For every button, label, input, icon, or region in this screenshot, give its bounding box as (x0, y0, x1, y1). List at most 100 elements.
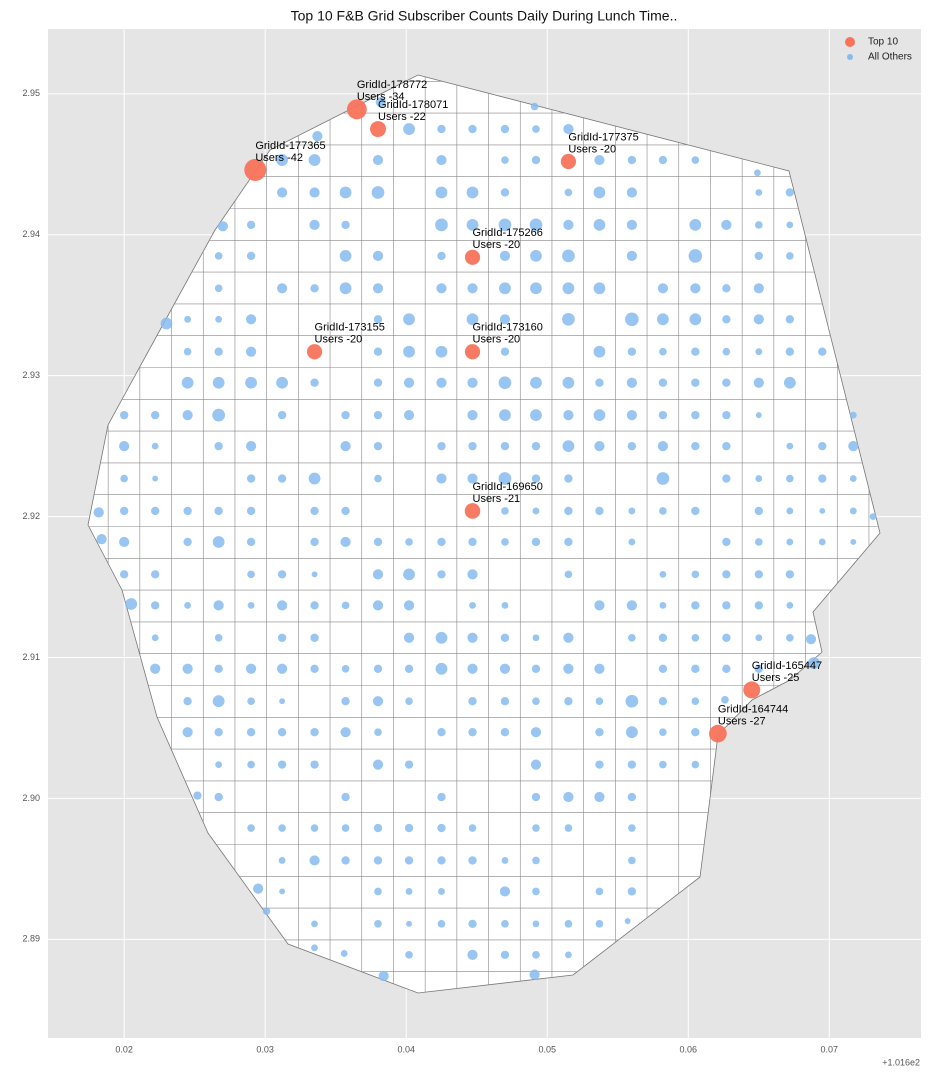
point (403, 377, 415, 388)
point (277, 728, 287, 737)
point (437, 124, 446, 134)
point (374, 728, 382, 737)
point-label: Users -22 (378, 111, 426, 123)
point (691, 441, 700, 451)
point (340, 950, 348, 957)
point (468, 537, 477, 547)
point (375, 97, 386, 108)
point (594, 600, 605, 611)
point (437, 856, 446, 865)
point (183, 537, 192, 547)
point (564, 506, 573, 516)
point (500, 950, 510, 960)
point-label: GridId-169650 (473, 481, 543, 493)
point-label: GridId-178071 (378, 99, 448, 111)
point (373, 410, 383, 420)
point (341, 856, 350, 865)
point (753, 314, 764, 325)
point (691, 664, 700, 673)
point (562, 376, 575, 389)
point (466, 218, 479, 231)
point (308, 154, 321, 166)
point (691, 410, 700, 420)
point (658, 664, 668, 673)
point (722, 284, 731, 293)
point (310, 378, 319, 387)
point (437, 570, 446, 579)
point-label: Users -27 (718, 716, 766, 728)
point-label: GridId-164744 (718, 704, 788, 716)
point (373, 347, 383, 356)
point (262, 907, 271, 915)
point (372, 154, 384, 166)
point (722, 378, 731, 387)
point (468, 728, 477, 737)
point (531, 474, 541, 483)
point (405, 951, 413, 959)
point (691, 633, 700, 642)
point (467, 632, 478, 643)
point (372, 696, 384, 707)
point (310, 728, 319, 737)
point (309, 855, 320, 866)
point (182, 663, 193, 674)
point (276, 376, 289, 389)
point (468, 856, 477, 865)
point (184, 315, 192, 323)
point (119, 441, 130, 452)
point (563, 791, 574, 803)
point (404, 823, 414, 833)
point (279, 698, 286, 705)
point (869, 513, 877, 520)
point (469, 601, 476, 609)
point (530, 102, 539, 111)
point (464, 344, 481, 360)
point (403, 632, 415, 643)
point (721, 219, 732, 230)
point (119, 536, 130, 548)
point (247, 760, 255, 769)
point (532, 697, 540, 705)
point (722, 315, 731, 324)
point (244, 158, 267, 181)
point (532, 125, 540, 133)
point (467, 949, 478, 960)
point (691, 760, 700, 769)
point (464, 503, 481, 519)
point (722, 347, 731, 356)
point (276, 154, 289, 166)
point (214, 441, 223, 451)
point (340, 727, 351, 738)
point (564, 824, 573, 832)
point (247, 601, 255, 609)
point (691, 378, 700, 387)
point (435, 218, 448, 232)
y-tick-label: 2.92 (22, 511, 40, 521)
point (246, 728, 256, 737)
point (563, 663, 574, 674)
point (310, 506, 319, 516)
point (500, 441, 510, 451)
point (214, 728, 223, 737)
point (722, 474, 731, 483)
x-tick-label: 0.03 (256, 1044, 274, 1054)
point (277, 410, 287, 420)
point (658, 633, 668, 642)
point (563, 632, 574, 643)
chart-title: Top 10 F&B Grid Subscriber Counts Daily … (291, 8, 678, 24)
point (818, 474, 827, 483)
point (467, 663, 478, 674)
point (403, 313, 415, 326)
point (721, 695, 729, 704)
x-tick-label: 0.07 (821, 1044, 839, 1054)
point (183, 697, 192, 706)
point (564, 537, 573, 547)
y-tick-label: 2.90 (22, 793, 40, 803)
point (277, 474, 287, 483)
point (532, 634, 540, 642)
point (215, 761, 223, 769)
point (818, 441, 827, 451)
point (805, 634, 817, 645)
point (309, 187, 320, 198)
point (215, 315, 223, 323)
